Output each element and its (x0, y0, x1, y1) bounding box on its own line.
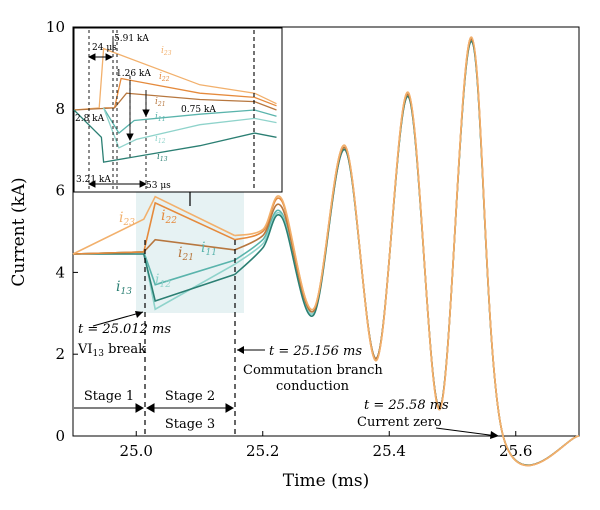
inset-label-i13: i13 (157, 152, 168, 163)
inset-label-i23: i23 (161, 46, 172, 57)
annotation-t25156: t = 25.156 ms (269, 344, 362, 359)
inset-series-i23 (73, 47, 277, 111)
x-tick-label: 25.0 (120, 442, 153, 460)
stage-3-label: Stage 3 (165, 417, 215, 432)
y-axis-title: Current (kA) (9, 177, 29, 286)
inset-label-i12: i12 (155, 134, 166, 145)
inset-53us: 53 μs (146, 181, 171, 191)
y-tick-label: 0 (55, 427, 65, 445)
y-tick-label: 4 (55, 263, 65, 281)
y-tick-label: 2 (55, 345, 65, 363)
y-tick-label: 6 (55, 182, 65, 200)
label-i21: i21 (178, 245, 194, 263)
annotation-t2558: t = 25.58 ms (364, 398, 449, 413)
inset-label-i22: i22 (159, 72, 170, 83)
x-tick-label: 25.6 (499, 442, 532, 460)
label-i23: i23 (119, 210, 135, 228)
annotation-current-zero: Current zero (357, 415, 442, 430)
x-tick-label: 25.4 (373, 442, 406, 460)
inset-series-i12 (102, 107, 277, 149)
inset-321ka: 3.21 kA (76, 175, 111, 185)
inset-lines (73, 47, 277, 163)
series-lines (72, 36, 580, 467)
label-i13: i13 (116, 279, 132, 297)
annotation-commutation: Commutation branch (243, 363, 383, 378)
inset: 24 μs 5.91 kA 1.26 kA 0.75 kA 2.8 kA 3.2… (73, 27, 283, 193)
inset-075ka: 0.75 kA (181, 105, 216, 115)
inset-label-i21: i21 (155, 97, 166, 108)
inset-24us: 24 μs (92, 43, 117, 53)
label-i11: i11 (201, 240, 217, 258)
x-tick-label: 25.2 (246, 442, 279, 460)
series-i23-oscillation (234, 36, 580, 467)
series-i23-line (72, 195, 236, 255)
series-i13-line (73, 253, 236, 303)
inset-label-i11: i11 (155, 112, 166, 123)
arrow-25012 (92, 311, 144, 327)
inset-28ka: 2.8 kA (75, 114, 105, 124)
arrow-25156 (237, 346, 265, 354)
x-axis-title: Time (ms) (283, 471, 369, 491)
plot-frame (72, 26, 580, 437)
y-tick-label: 10 (46, 18, 65, 36)
y-tick-label: 8 (55, 100, 65, 118)
stage-1-label: Stage 1 (84, 389, 134, 404)
arrow-2558 (435, 427, 499, 439)
annotation-t25012: t = 25.012 ms (78, 322, 171, 337)
series-i22-line (72, 201, 236, 255)
inset-series-i13 (73, 109, 277, 163)
inset-series-i11 (103, 107, 277, 135)
annotation-vi13-break: VI13 break (77, 342, 146, 359)
label-i12: i12 (155, 272, 171, 290)
stage-2-label: Stage 2 (165, 389, 215, 404)
annotation-conduction: conduction (276, 379, 350, 394)
inset-591ka: 5.91 kA (114, 34, 149, 44)
label-i22: i22 (161, 208, 177, 226)
inset-series-i21 (73, 92, 277, 111)
x-ticks: 25.0 25.2 25.4 25.6 (120, 431, 532, 460)
inset-126ka: 1.26 kA (116, 69, 151, 79)
stage-arrows (74, 403, 235, 413)
